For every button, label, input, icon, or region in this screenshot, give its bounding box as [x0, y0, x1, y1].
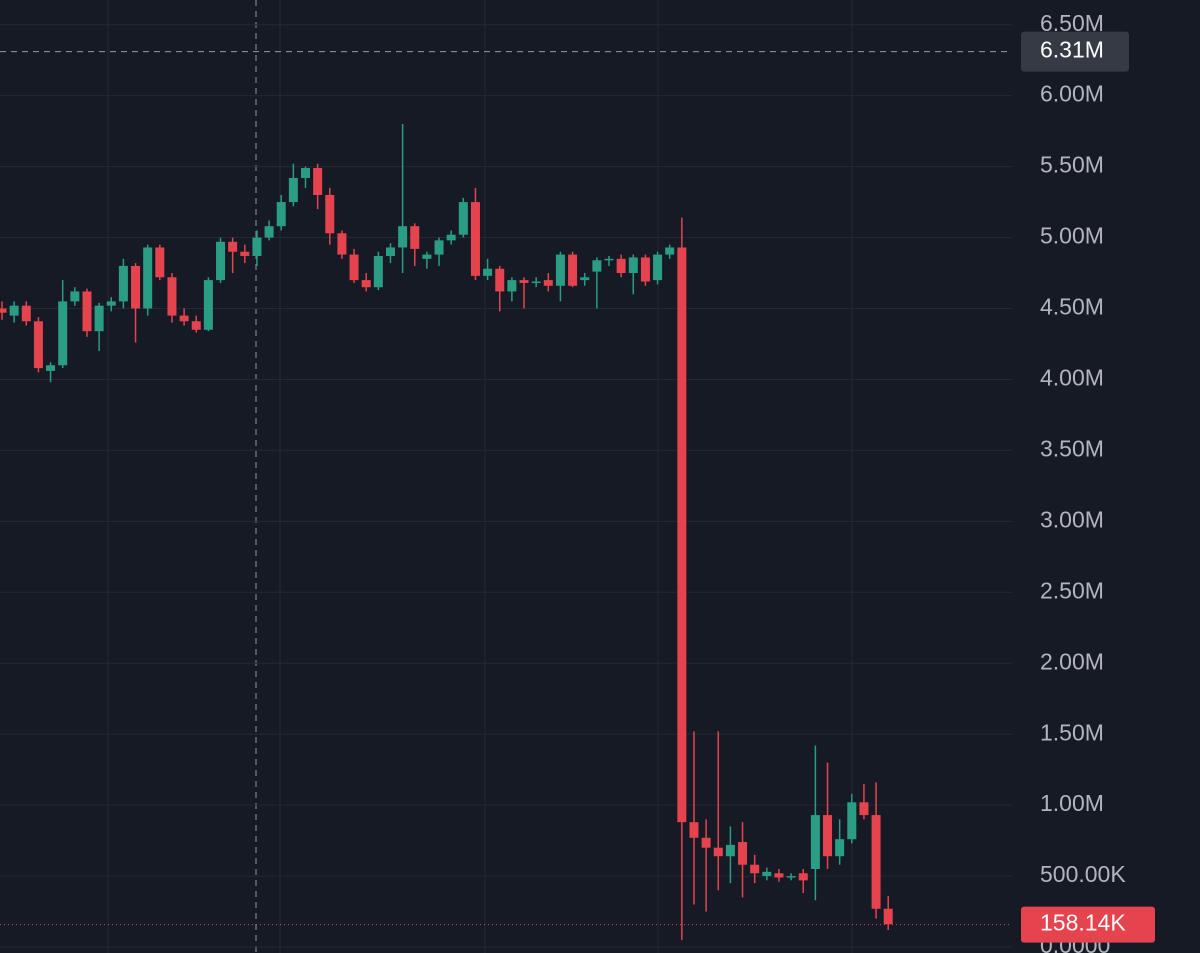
candle-body: [337, 233, 347, 255]
candle-body: [252, 237, 262, 256]
candle-body: [835, 839, 845, 857]
candle-body: [325, 194, 335, 234]
candle-body: [288, 177, 298, 203]
candle-body: [653, 254, 663, 281]
candle-body: [519, 280, 529, 283]
candle-body: [531, 281, 541, 284]
candle-body: [131, 265, 141, 309]
candle-body: [434, 240, 444, 255]
candle-body: [859, 802, 869, 816]
candle-body: [543, 280, 553, 286]
candle-body: [422, 254, 432, 259]
candle-body: [155, 247, 165, 278]
candle-body: [810, 815, 820, 869]
candle-body: [313, 168, 323, 195]
candle-body: [216, 241, 226, 281]
candle-body: [592, 260, 602, 272]
candle-body: [446, 234, 456, 241]
candle-body: [458, 202, 468, 235]
candle-body: [228, 241, 238, 252]
candle-body: [58, 301, 68, 366]
candle-body: [82, 291, 92, 332]
candle-body: [640, 257, 650, 282]
candle-body: [21, 305, 31, 322]
candle-body: [167, 277, 177, 316]
candle-body: [361, 280, 371, 288]
last-price-label: 158.14K: [1040, 910, 1126, 936]
y-tick-label: 2.00M: [1040, 648, 1104, 674]
candle-body: [604, 258, 614, 261]
candle-body: [483, 268, 493, 276]
candle-body: [507, 280, 517, 292]
candle-body: [240, 251, 250, 256]
candle-body: [398, 226, 408, 248]
crosshair-label-box: [1021, 31, 1129, 72]
candle-body: [470, 202, 480, 276]
candle-body: [94, 305, 104, 332]
candle-body: [725, 844, 735, 857]
candle-body: [628, 257, 638, 274]
y-tick-label: 3.50M: [1040, 435, 1104, 461]
candle-body: [46, 365, 56, 371]
candle-body: [301, 168, 310, 178]
candle-body: [774, 873, 784, 878]
time-grid: [107, 0, 853, 953]
candle-body: [191, 321, 201, 330]
candle-body: [568, 254, 578, 286]
y-tick-label: 5.50M: [1040, 152, 1104, 178]
candle-body: [616, 258, 626, 274]
candle-body: [847, 802, 857, 840]
candle-body: [410, 226, 420, 249]
y-tick-label: 6.00M: [1040, 81, 1104, 107]
y-tick-label: 5.00M: [1040, 223, 1104, 249]
candle-body: [580, 277, 590, 281]
crosshair-label: 6.31M: [1040, 37, 1104, 63]
candle-body: [871, 815, 881, 909]
candle-body: [349, 254, 359, 281]
y-tick-label: 3.00M: [1040, 506, 1104, 532]
candle-body: [665, 247, 675, 255]
candle-body: [143, 247, 153, 309]
y-tick-label: 4.50M: [1040, 294, 1104, 320]
candle-body: [264, 226, 274, 238]
candle-body: [373, 255, 383, 288]
candle-body: [555, 254, 565, 286]
candle-body: [713, 847, 723, 857]
candle-body: [677, 247, 687, 823]
y-tick-label: 4.00M: [1040, 365, 1104, 391]
y-tick-label: 1.00M: [1040, 790, 1104, 816]
candle-body: [106, 301, 116, 306]
candle-body: [0, 308, 7, 313]
candle-body: [823, 815, 833, 857]
candle-body: [689, 822, 699, 838]
candle-body: [701, 837, 711, 848]
candle-body: [385, 247, 395, 256]
candle-body: [179, 315, 189, 322]
candle-body: [203, 280, 213, 330]
candle-body: [495, 268, 505, 292]
y-tick-label: 6.50M: [1040, 10, 1104, 36]
candle-body: [786, 876, 796, 878]
y-tick-label: 2.50M: [1040, 577, 1104, 603]
candle-body: [276, 202, 286, 227]
last-price-box: [1021, 906, 1155, 943]
candle-body: [9, 305, 19, 316]
candle-body: [738, 842, 748, 865]
y-tick-label: 1.50M: [1040, 719, 1104, 745]
candle-body: [762, 871, 772, 877]
candle-body: [70, 291, 80, 302]
candle-body: [33, 321, 43, 369]
y-tick-label: 500.00K: [1040, 861, 1126, 887]
candle-body: [883, 908, 893, 925]
candle-body: [118, 265, 128, 302]
candle-body: [750, 864, 760, 874]
candle-body: [798, 873, 808, 881]
